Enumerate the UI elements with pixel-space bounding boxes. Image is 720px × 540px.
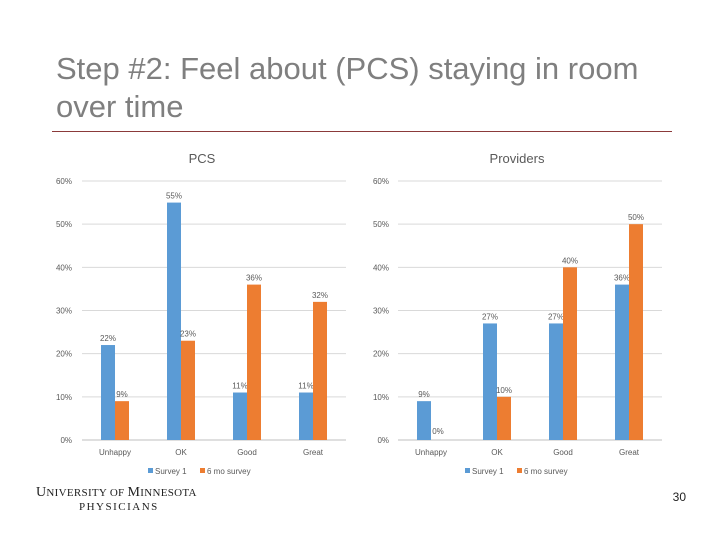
logo-line-2: PHYSICIANS [79,501,159,513]
logo-line-1: UNIVERSITY OF MINNESOTA [36,485,197,500]
data-label: 9% [418,390,430,399]
data-label: 36% [246,274,262,283]
category-label: Great [619,448,640,457]
bar-survey-1-good [233,392,247,440]
y-tick-label: 20% [373,350,389,359]
bar-6-mo-great [629,224,643,440]
bar-survey-1-unhappy [417,401,431,440]
bar-6-mo-unhappy [115,401,129,440]
data-label: 22% [100,334,116,343]
y-tick-label: 0% [377,436,389,445]
bar-6-mo-ok [497,396,511,440]
slide-title: Step #2: Feel about (PCS) staying in roo… [56,51,639,124]
legend-label: Survey 1 [472,467,504,476]
bar-survey-1-good [549,323,563,440]
data-label: 27% [548,312,564,321]
data-label: 10% [496,386,512,395]
y-tick-label: 50% [56,220,72,229]
data-label: 36% [614,274,630,283]
legend-label: Survey 1 [155,467,187,476]
category-label: Unhappy [415,448,447,457]
y-tick-label: 30% [56,307,72,316]
bar-6-mo-ok [181,340,195,440]
category-label: OK [491,448,503,457]
y-tick-label: 10% [373,393,389,402]
y-tick-label: 60% [56,177,72,186]
university-logo: UNIVERSITY OF MINNESOTA PHYSICIANS [36,485,197,514]
bar-6-mo-great [313,301,327,440]
legend-label: 6 mo survey [524,467,568,476]
category-label: Good [237,448,257,457]
legend-swatch [148,468,153,473]
data-label: 50% [628,213,644,222]
title-divider [52,131,672,132]
page-number: 30 [672,490,686,504]
category-label: Great [303,448,324,457]
y-tick-label: 50% [373,220,389,229]
y-tick-label: 0% [60,436,72,445]
bar-6-mo-good [563,267,577,440]
chart-title: PCS [189,151,216,166]
data-label: 0% [432,427,444,436]
data-label: 40% [562,256,578,265]
charts-area: PCS 0% 10% 20% 30% 40% 50% 60% 22% 9% Unhappy 55% 23… [56,151,662,476]
y-tick-label: 20% [56,350,72,359]
legend-label: 6 mo survey [207,467,251,476]
legend-swatch [517,468,522,473]
category-label: Good [553,448,573,457]
bar-survey-1-great [615,284,629,440]
bar-survey-1-unhappy [101,345,115,440]
y-tick-label: 60% [373,177,389,186]
legend-swatch [200,468,205,473]
data-label: 11% [298,382,313,391]
chart-0: PCS 0% 10% 20% 30% 40% 50% 60% 22% 9% Unhappy 55% 23… [56,151,346,476]
data-label: 55% [166,192,182,201]
y-tick-label: 30% [373,307,389,316]
category-label: OK [175,448,187,457]
bar-6-mo-good [247,284,261,440]
data-label: 27% [482,312,498,321]
bar-survey-1-ok [483,323,497,440]
bar-survey-1-ok [167,202,181,440]
y-tick-label: 40% [56,263,72,272]
legend-swatch [465,468,470,473]
chart-1: Providers 0% 10% 20% 30% 40% 50% 60% 9% 0% Unhappy… [373,151,662,476]
data-label: 32% [312,291,328,300]
bar-survey-1-great [299,392,313,440]
data-label: 9% [116,390,128,399]
data-label: 11% [232,382,247,391]
y-tick-label: 10% [56,393,72,402]
category-label: Unhappy [99,448,131,457]
data-label: 23% [180,330,196,339]
chart-title: Providers [490,151,545,166]
y-tick-label: 40% [373,263,389,272]
